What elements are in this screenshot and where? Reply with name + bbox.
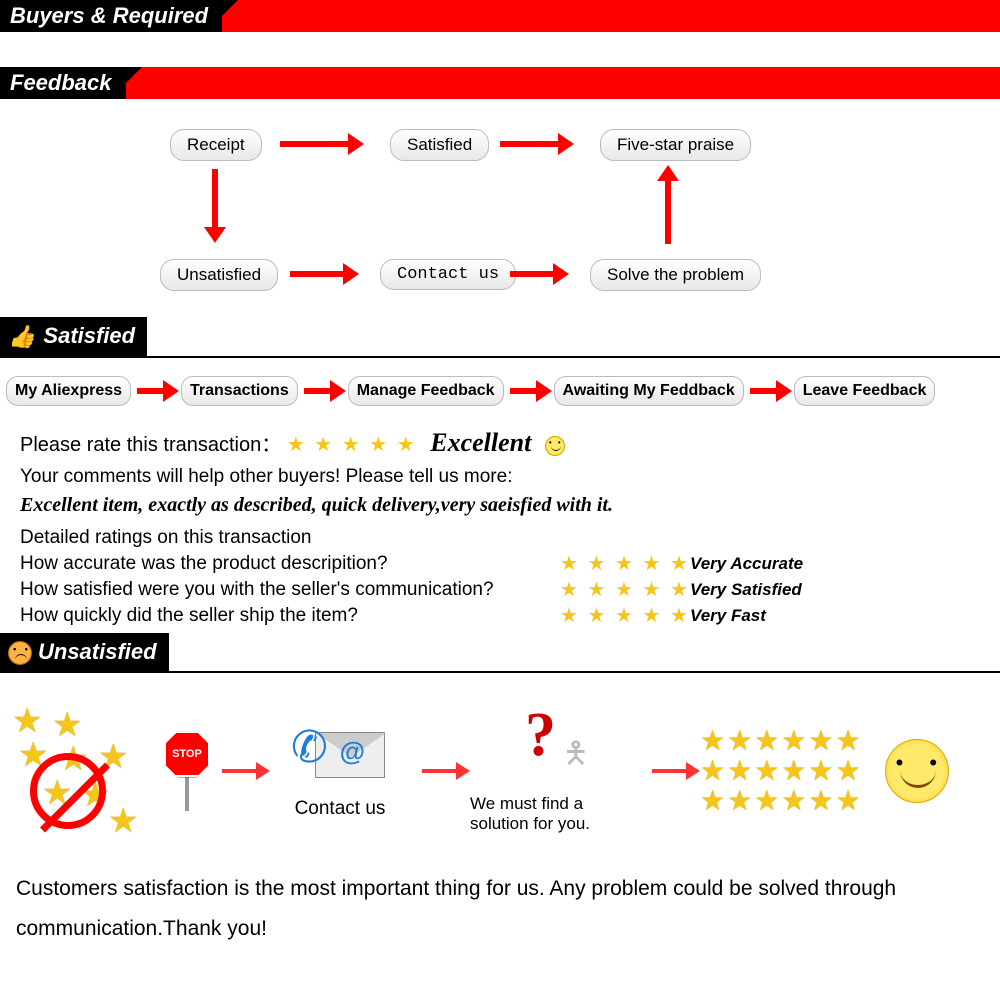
stop-text: STOP <box>172 748 202 760</box>
detailed-ratings: Detailed ratings on this transaction How… <box>0 525 1000 629</box>
step-5: Leave Feedback <box>794 376 936 406</box>
node-satisfied: Satisfied <box>390 129 489 161</box>
gold-stars-icon: ★★★★★★ ★★★★★★ ★★★★★★ <box>700 726 863 816</box>
unsatisfied-underline <box>0 671 1000 673</box>
node-receipt: Receipt <box>170 129 262 161</box>
step-1: My Aliexpress <box>6 376 131 406</box>
sad-face-icon <box>8 641 32 665</box>
big-smiley-icon <box>885 739 949 803</box>
five-stars-icon: ★ ★ ★ ★ ★ <box>287 434 417 456</box>
satisfied-header: 👍 Satisfied <box>0 317 147 356</box>
node-unsatisfied: Unsatisfied <box>160 259 278 291</box>
rate-transaction-line: Please rate this transaction： ★ ★ ★ ★ ★ … <box>0 428 1000 458</box>
feedback-banner: Feedback <box>0 67 1000 99</box>
thumbs-up-icon: 👍 <box>8 324 35 349</box>
buyers-banner: Buyers & Required <box>0 0 1000 32</box>
node-solve: Solve the problem <box>590 259 761 291</box>
arrow-icon <box>222 769 258 773</box>
comments-prompt: Your comments will help other buyers! Pl… <box>0 466 1000 488</box>
smiley-icon <box>545 436 565 456</box>
rate-prompt: Please rate this transaction： <box>20 434 281 456</box>
phone-mail-icon: @ <box>295 722 385 792</box>
stars-icon: ★ ★ ★ ★ ★ <box>560 551 690 577</box>
step-3: Manage Feedback <box>348 376 504 406</box>
step-arrow-icon <box>510 388 538 394</box>
feedback-flowchart: Receipt Satisfied Five-star praise Unsat… <box>0 119 1000 309</box>
arrow-receipt-unsatisfied <box>212 169 218 229</box>
unsatisfied-header: Unsatisfied <box>0 633 169 671</box>
satisfied-header-text: Satisfied <box>43 323 135 348</box>
arrow-icon <box>422 769 458 773</box>
rating-q3: How quickly did the seller ship the item… <box>20 603 560 629</box>
question-mark-icon: ? 🯅 <box>515 708 595 788</box>
feedback-label: Feedback <box>0 67 126 99</box>
node-contactus: Contact us <box>380 259 516 290</box>
node-fivestar: Five-star praise <box>600 129 751 161</box>
step-2: Transactions <box>181 376 298 406</box>
unsatisfied-header-text: Unsatisfied <box>38 639 157 664</box>
footer-text: Customers satisfaction is the most impor… <box>0 869 1000 949</box>
stars-icon: ★ ★ ★ ★ ★ <box>560 577 690 603</box>
rating-q2: How satisfied were you with the seller's… <box>20 577 560 603</box>
gold-stars-result: ★★★★★★ ★★★★★★ ★★★★★★ <box>700 726 949 816</box>
unsatisfied-flow: ★ ★ ★ ★ ★ ★ ★ ★ STOP @ Contact us ? 🯅 We… <box>0 691 1000 851</box>
contact-us-label: Contact us <box>270 798 410 820</box>
detailed-title: Detailed ratings on this transaction <box>20 525 560 551</box>
buyers-label: Buyers & Required <box>0 0 222 32</box>
comment-example: Excellent item, exactly as described, qu… <box>0 494 1000 517</box>
rating-q1: How accurate was the product descripitio… <box>20 551 560 577</box>
excellent-label: Excellent <box>430 428 531 457</box>
contact-us-block: @ Contact us <box>270 722 410 820</box>
arrow-unsatisfied-contact <box>290 271 345 277</box>
rating-v3: Very Fast <box>690 603 766 629</box>
arrow-satisfied-fivestar <box>500 141 560 147</box>
step-arrow-icon <box>137 388 165 394</box>
step-4: Awaiting My Feddback <box>554 376 744 406</box>
solution-block: ? 🯅 We must find a solution for you. <box>470 708 640 834</box>
rating-v1: Very Accurate <box>690 551 803 577</box>
prohibit-icon <box>30 753 106 829</box>
solution-text: We must find a solution for you. <box>470 794 640 834</box>
step-arrow-icon <box>304 388 332 394</box>
rating-v2: Very Satisfied <box>690 577 802 603</box>
falling-stars-prohibit-icon: ★ ★ ★ ★ ★ ★ ★ ★ <box>12 701 152 841</box>
arrow-icon <box>652 769 688 773</box>
stars-icon: ★ ★ ★ ★ ★ <box>560 603 690 629</box>
step-arrow-icon <box>750 388 778 394</box>
satisfied-underline <box>0 356 1000 358</box>
arrow-solve-fivestar <box>665 179 671 244</box>
feedback-steps: My Aliexpress Transactions Manage Feedba… <box>0 376 1000 406</box>
arrow-receipt-satisfied <box>280 141 350 147</box>
stop-sign-icon: STOP <box>164 731 210 811</box>
arrow-contact-solve <box>510 271 555 277</box>
